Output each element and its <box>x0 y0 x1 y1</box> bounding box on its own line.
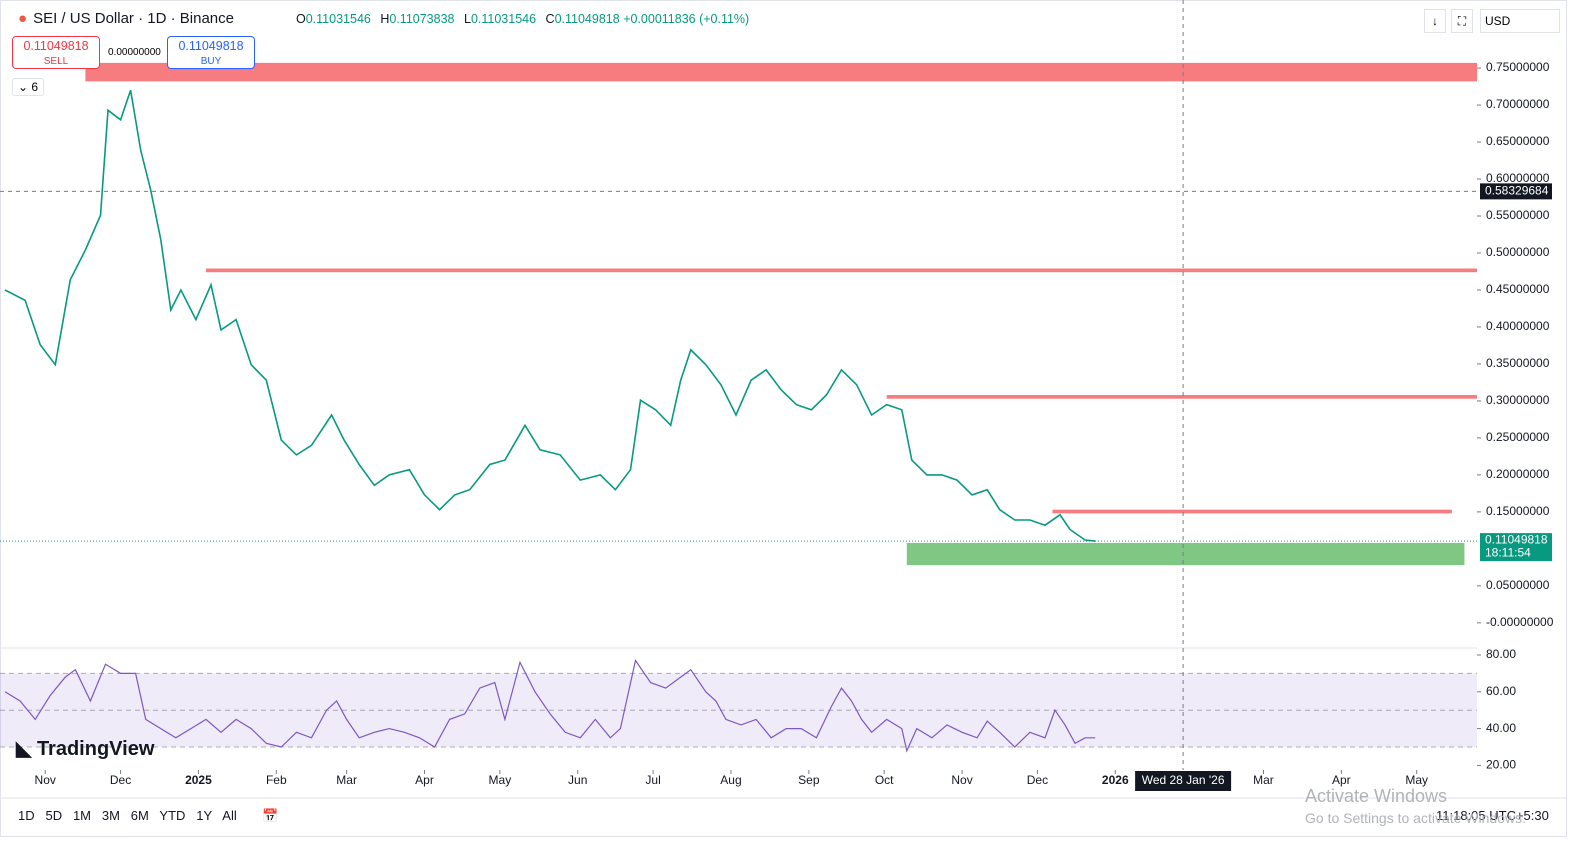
date-range-button[interactable]: 📅 <box>262 808 279 823</box>
y-tick-label: 0.75000000 <box>1486 60 1550 74</box>
x-tick-label: Jun <box>568 773 587 787</box>
y-tick-label: 0.25000000 <box>1486 430 1550 444</box>
y-tick-label: 0.70000000 <box>1486 97 1550 111</box>
ohlc-key: L <box>463 12 471 26</box>
y-tick-label: 0.05000000 <box>1486 578 1550 592</box>
crosshair-x-box <box>1135 771 1232 791</box>
price-line <box>4 89 1096 542</box>
x-tick-label: Apr <box>1332 773 1351 787</box>
clock: 11:18:05 UTC+5:30 <box>1436 808 1549 823</box>
ohlc-key: O <box>296 12 306 26</box>
indicators-toggle[interactable]: ⌄ 6 <box>12 78 45 96</box>
y-tick-label: 0.45000000 <box>1486 282 1550 296</box>
x-tick-label: Nov <box>35 773 56 787</box>
range-button[interactable]: 1M <box>72 808 91 823</box>
y-tick-label: 0.15000000 <box>1486 504 1550 518</box>
x-tick-label: 2025 <box>185 773 212 787</box>
ohlc-key: H <box>380 12 390 26</box>
x-tick-label: Mar <box>1253 773 1274 787</box>
sell-price: 0.11049818 <box>23 39 89 53</box>
y-tick-label: 0.35000000 <box>1486 356 1550 370</box>
zone <box>906 542 1465 566</box>
logo-mark: ◣ <box>16 738 37 760</box>
x-tick-label: Sep <box>798 773 820 787</box>
x-tick-label: 2026 <box>1102 773 1129 787</box>
x-tick-label: Dec <box>1027 773 1048 787</box>
change: +0.00011836 (+0.11%) <box>623 12 750 26</box>
ohlc-value: 0.11031546 <box>305 12 371 26</box>
y-tick-label: 0.55000000 <box>1486 208 1550 222</box>
range-button[interactable]: 5D <box>45 808 63 823</box>
zone <box>205 268 1477 273</box>
buy-button[interactable]: 0.11049818 BUY <box>167 36 255 69</box>
fullscreen-button[interactable]: ⛶ <box>1451 9 1473 33</box>
x-tick-label: Mar <box>336 773 357 787</box>
zone <box>886 395 1477 399</box>
last-price-box <box>1480 533 1552 562</box>
last-price-label: 0.11049818 <box>1485 532 1548 546</box>
y-tick-label: 80.00 <box>1486 647 1516 661</box>
crosshair-y-label: 0.58329684 <box>1485 184 1549 198</box>
y-tick-label: 0.30000000 <box>1486 393 1550 407</box>
y-tick-label: 0.20000000 <box>1486 467 1550 481</box>
symbol-title[interactable]: ● SEI / US Dollar · 1D · Binance <box>18 10 234 27</box>
zone <box>1052 509 1452 514</box>
x-tick-label: Apr <box>415 773 434 787</box>
x-tick-label: May <box>1405 773 1428 787</box>
zone <box>85 62 1477 82</box>
buy-price: 0.11049818 <box>178 39 244 53</box>
symbol-name: SEI / US Dollar · 1D · Binance <box>33 10 234 27</box>
ohlc-value: 0.11049818 <box>554 12 620 26</box>
rsi-line <box>4 659 1096 753</box>
indicator-count: 6 <box>31 80 39 94</box>
spread: 0.00000000 <box>108 47 161 58</box>
logo-text: TradingView <box>36 738 155 760</box>
y-tick-label: -0.00000000 <box>1486 615 1554 629</box>
currency-select[interactable]: USD <box>1480 9 1560 33</box>
ohlc-legend: O0.11031546 H0.11073838 L0.11031546 C0.1… <box>290 12 749 26</box>
y-tick-label: 60.00 <box>1486 684 1516 698</box>
x-tick-label: Jul <box>645 773 660 787</box>
range-button[interactable]: All <box>222 808 237 823</box>
y-tick-label: 0.50000000 <box>1486 245 1550 259</box>
range-button[interactable]: 1Y <box>196 808 213 823</box>
symbol-icon: ● <box>18 10 28 27</box>
y-tick-label: 20.00 <box>1486 758 1516 772</box>
crosshair-y-box <box>1480 183 1552 200</box>
y-tick-label: 40.00 <box>1486 721 1516 735</box>
ohlc-value: 0.11073838 <box>389 12 455 26</box>
watermark-title: Activate Windows <box>1305 786 1448 806</box>
x-tick-label: Dec <box>110 773 131 787</box>
range-button[interactable]: 1D <box>18 808 35 823</box>
y-tick-label: 0.60000000 <box>1486 171 1550 185</box>
range-button[interactable]: YTD <box>159 808 186 823</box>
watermark-text: Go to Settings to activate Windows. <box>1305 810 1526 826</box>
y-tick-label: 0.40000000 <box>1486 319 1550 333</box>
x-tick-label: May <box>489 773 512 787</box>
range-bar: 1D 5D 1M 3M 6M YTD 1Y All <box>18 808 237 823</box>
buy-label: BUY <box>200 56 222 67</box>
x-tick-label: Oct <box>875 773 894 787</box>
ohlc-value: 0.11031546 <box>470 12 537 26</box>
x-tick-label: Nov <box>951 773 972 787</box>
download-button[interactable]: ↓ <box>1424 9 1446 33</box>
range-button[interactable]: 6M <box>130 808 149 823</box>
logo: ◣ TradingView <box>16 736 154 761</box>
x-tick-label: Feb <box>266 773 287 787</box>
x-tick-label: Aug <box>720 773 741 787</box>
frame <box>0 0 1567 837</box>
crosshair-x-label: Wed 28 Jan '26 <box>1142 773 1225 787</box>
range-button[interactable]: 3M <box>101 808 120 823</box>
sell-label: SELL <box>43 56 69 67</box>
y-tick-label: 0.65000000 <box>1486 134 1550 148</box>
sell-button[interactable]: 0.11049818 SELL <box>12 36 100 69</box>
ohlc-key: C <box>545 12 555 26</box>
countdown: 18:11:54 <box>1485 545 1531 559</box>
